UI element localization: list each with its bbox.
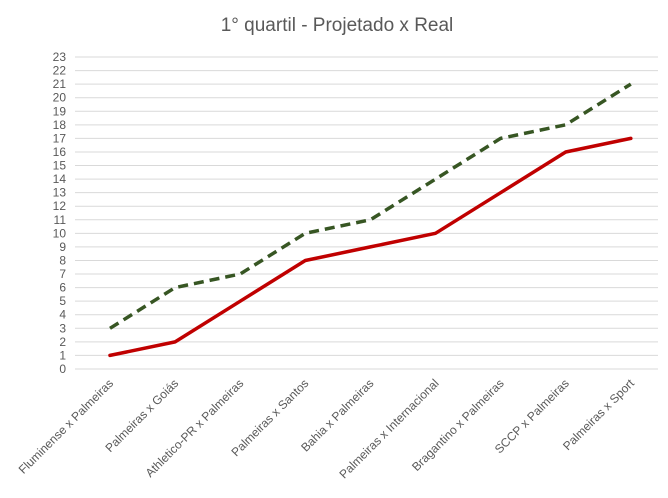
y-tick-label: 14 (53, 172, 67, 186)
x-tick-label: Palmeiras x Sport (560, 376, 637, 453)
y-tick-label: 10 (53, 226, 67, 240)
y-tick-label: 3 (59, 321, 66, 335)
gridlines (75, 56, 658, 370)
x-tick-label: Fluminense x Palmeiras (16, 376, 116, 476)
y-tick-label: 0 (59, 362, 66, 376)
y-tick-label: 23 (53, 50, 67, 64)
y-tick-label: 20 (53, 91, 67, 105)
series-line-dashed (109, 82, 632, 330)
series-lines (108, 82, 633, 358)
y-tick-label: 17 (53, 131, 67, 145)
y-tick-label: 18 (53, 118, 67, 132)
y-tick-label: 21 (53, 77, 67, 91)
y-tick-label: 11 (54, 213, 67, 227)
y-tick-label: 7 (59, 267, 66, 281)
y-tick-label: 8 (59, 253, 66, 267)
y-tick-label: 19 (53, 104, 67, 118)
y-tick-label: 16 (53, 145, 67, 159)
series-line-solid (108, 136, 633, 358)
y-tick-label: 22 (53, 64, 67, 78)
y-tick-label: 4 (59, 308, 66, 322)
y-tick-label: 9 (59, 240, 66, 254)
y-tick-label: 12 (53, 199, 67, 213)
y-tick-label: 15 (53, 159, 67, 173)
y-tick-label: 1 (59, 348, 66, 362)
chart-title: 1° quartil - Projetado x Real (221, 15, 454, 36)
y-tick-label: 6 (59, 281, 66, 295)
y-tick-label: 5 (59, 294, 66, 308)
y-tick-label: 13 (53, 186, 67, 200)
y-tick-label: 2 (59, 335, 66, 349)
